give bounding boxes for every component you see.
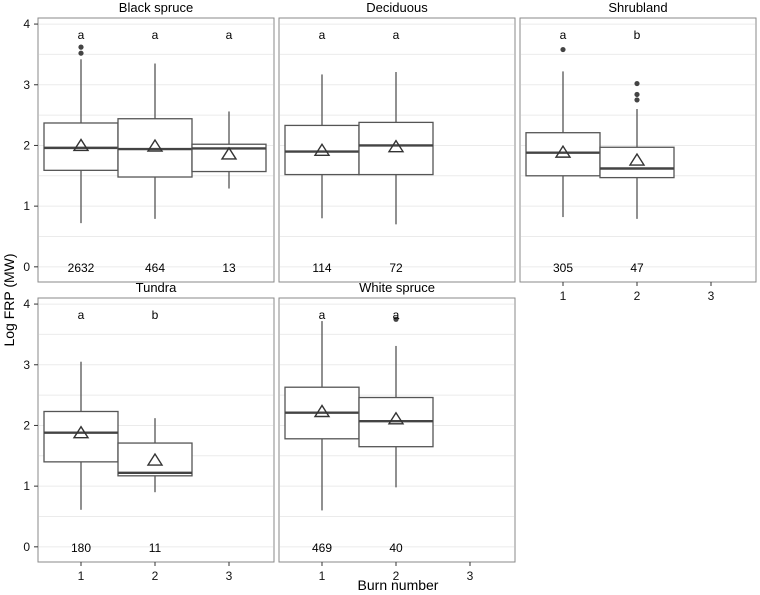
box-group-1: a 114 [284, 28, 360, 275]
y-tick-label: 4 [23, 297, 30, 311]
outlier-point [78, 50, 84, 56]
panel-title: White spruce [359, 280, 435, 295]
interquartile-box [117, 442, 193, 477]
box-group-2: a 72 [358, 28, 434, 275]
x-tick-label: 2 [634, 289, 641, 303]
x-axis-title: Burn number [358, 577, 439, 593]
panel-white-spruce: White spruce 1 2 3 a 469 a 40 [278, 280, 516, 583]
interquartile-box [525, 132, 601, 177]
sample-count: 72 [389, 261, 403, 275]
outlier-point [393, 316, 399, 322]
panel-title: Shrubland [608, 0, 667, 15]
significance-letter: b [152, 308, 159, 322]
y-tick-label: 0 [23, 260, 30, 274]
x-tick-label: 3 [226, 569, 233, 583]
box-group-1: a 2632 [43, 28, 119, 275]
outlier-point [634, 97, 640, 103]
box-group-2: b 47 [599, 28, 675, 275]
box-group-1: a 305 [525, 28, 601, 275]
mean-triangle [146, 138, 164, 152]
significance-letter: a [560, 28, 567, 42]
sample-count: 114 [312, 261, 331, 275]
significance-letter: a [152, 28, 159, 42]
significance-letter: a [78, 308, 85, 322]
box-group-2: a 464 [117, 28, 193, 275]
box-group-2: b 11 [117, 308, 193, 555]
interquartile-box [117, 118, 193, 178]
y-tick-label: 3 [23, 78, 30, 92]
significance-letter: a [78, 28, 85, 42]
interquartile-box [358, 121, 434, 176]
panel-deciduous: Deciduous a 114 a 72 [278, 0, 516, 283]
sample-count: 469 [312, 541, 332, 555]
mean-triangle [313, 404, 331, 418]
sample-count: 180 [71, 541, 91, 555]
outlier-point [78, 44, 84, 50]
x-tick-label: 1 [319, 569, 326, 583]
box-group-1: a 180 [43, 308, 119, 555]
sample-count: 47 [630, 261, 644, 275]
interquartile-box [599, 146, 675, 179]
y-tick-label: 3 [23, 358, 30, 372]
y-tick-label: 4 [23, 17, 30, 31]
x-tick-label: 3 [708, 289, 715, 303]
x-tick-label: 2 [393, 569, 400, 583]
panel-tundra: Tundra 0 1 2 3 4 1 2 3 a 180 b 11 [23, 280, 275, 583]
significance-letter: a [319, 28, 326, 42]
interquartile-box [284, 124, 360, 176]
mean-triangle [220, 146, 238, 160]
box-group-3: a 13 [191, 28, 267, 275]
significance-letter: a [393, 308, 400, 322]
outlier-point [634, 91, 640, 98]
panel-black-spruce: Black spruce 0 1 2 3 4 a 2632 a 464 a 13 [23, 0, 275, 283]
significance-letter: a [393, 28, 400, 42]
outlier-point [634, 80, 640, 87]
mean-triangle [72, 138, 90, 152]
mean-triangle [387, 139, 405, 153]
mean-triangle [387, 411, 405, 425]
y-tick-label: 2 [23, 138, 30, 152]
y-axis-title: Log FRP (MW) [1, 253, 17, 346]
panel-title: Tundra [136, 280, 177, 295]
interquartile-box [43, 122, 119, 171]
significance-letter: b [634, 28, 641, 42]
mean-triangle [72, 425, 90, 439]
x-tick-label: 1 [78, 569, 85, 583]
box-group-2: a 40 [358, 308, 434, 555]
sample-count: 305 [553, 261, 573, 275]
mean-triangle [554, 144, 572, 158]
x-tick-label: 3 [467, 569, 474, 583]
y-tick-label: 0 [23, 540, 30, 554]
x-tick-label: 2 [152, 569, 159, 583]
mean-triangle [628, 152, 646, 166]
panel-title: Black spruce [119, 0, 193, 15]
panel-title: Deciduous [366, 0, 428, 15]
significance-letter: a [226, 28, 233, 42]
significance-letter: a [319, 308, 326, 322]
panel-shrubland: Shrubland 1 2 3 a 305 b 47 [519, 0, 757, 303]
outlier-point [560, 46, 566, 53]
y-tick-label: 1 [23, 479, 30, 493]
y-tick-label: 2 [23, 418, 30, 432]
interquartile-box [43, 410, 119, 463]
sample-count: 40 [389, 541, 403, 555]
x-tick-label: 1 [560, 289, 567, 303]
sample-count: 2632 [68, 261, 95, 275]
mean-triangle [313, 142, 331, 157]
mean-triangle [146, 452, 164, 466]
sample-count: 464 [145, 261, 165, 275]
sample-count: 13 [222, 261, 236, 275]
y-tick-label: 1 [23, 199, 30, 213]
sample-count: 11 [149, 541, 162, 555]
